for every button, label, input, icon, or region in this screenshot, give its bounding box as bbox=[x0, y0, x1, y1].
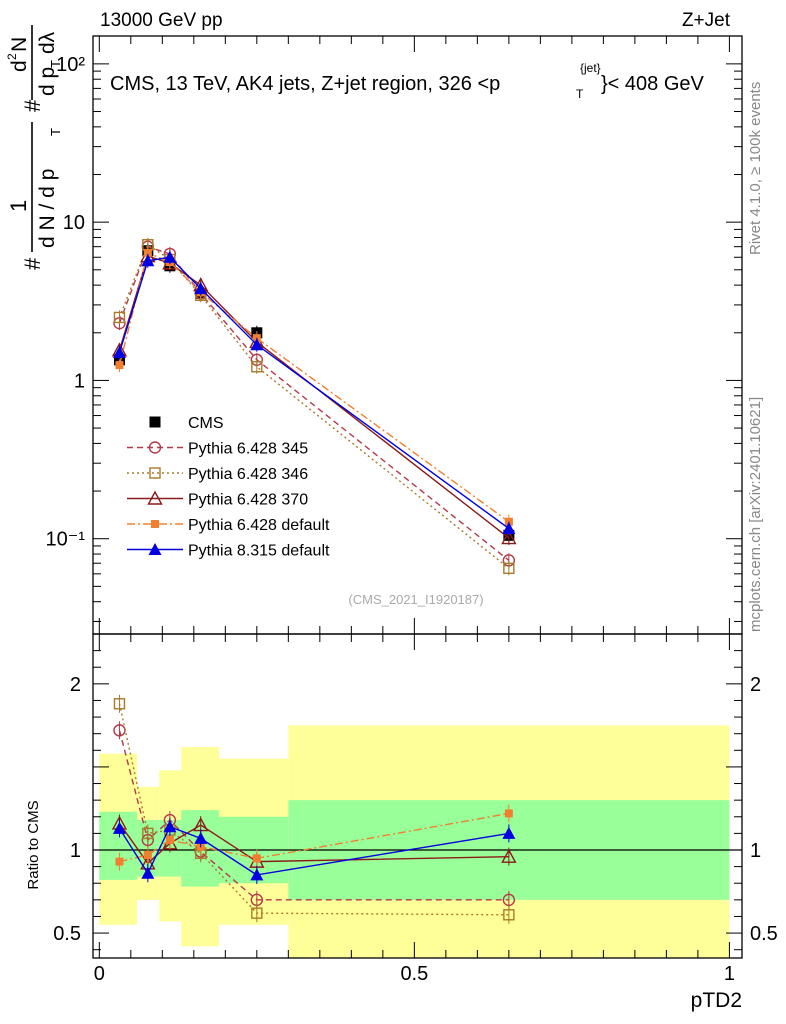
series-line-p370 bbox=[118, 255, 510, 539]
legend-label-cms: CMS bbox=[188, 415, 224, 432]
ylabel-dpt: d p bbox=[36, 67, 59, 96]
ratio-point-p346 bbox=[113, 698, 126, 710]
series-line-p6def bbox=[118, 251, 510, 523]
title-tail: }< 408 GeV bbox=[601, 73, 705, 95]
data-point-p8def bbox=[112, 346, 126, 359]
data-point-p8def bbox=[141, 254, 155, 267]
main-panel-series bbox=[111, 237, 517, 576]
data-point-p6def bbox=[115, 361, 124, 370]
ratio-point-p345 bbox=[502, 893, 516, 907]
ratio-point-p8def bbox=[112, 821, 126, 834]
title-main: CMS, 13 TeV, AK4 jets, Z+jet region, 326… bbox=[110, 73, 500, 95]
axes-frames: 0 0.5 1 10⁻¹ 1 10 10² 0.5 0.5 1 1 2 2 bbox=[46, 35, 778, 985]
band-inner-bin bbox=[99, 811, 138, 880]
ylabel-hash: # bbox=[20, 257, 45, 270]
legend-marker-p346 bbox=[149, 467, 161, 479]
data-point-p8def bbox=[163, 250, 177, 263]
plot-title: CMS, 13 TeV, AK4 jets, Z+jet region, 326… bbox=[110, 61, 705, 101]
legend-marker-p370 bbox=[147, 490, 163, 505]
data-point-p8def bbox=[250, 338, 264, 351]
legend-marker-p8def bbox=[148, 543, 162, 555]
legend: CMS Pythia 6.428 345 Pythia 6.428 346 Pythi… bbox=[127, 415, 330, 560]
ylabel-d2: d bbox=[8, 60, 31, 72]
ratio-y-tick-label-right: 0.5 bbox=[750, 923, 778, 945]
data-point-p370 bbox=[501, 530, 517, 545]
ylabel-two: 2 bbox=[5, 53, 19, 60]
ratio-line-p346 bbox=[118, 703, 509, 916]
header-right: Z+Jet bbox=[682, 10, 731, 31]
ylabel-dlambda: dλ bbox=[36, 31, 59, 54]
header-left: 13000 GeV pp bbox=[100, 10, 223, 31]
main-y-axis-label: # 1 d N / d p T # d 2 N d p T dλ bbox=[5, 25, 63, 270]
ylabel-t: T bbox=[48, 128, 63, 136]
legend-label-p6def: Pythia 6.428 default bbox=[188, 517, 330, 534]
main-y-tick-label: 10 bbox=[63, 212, 85, 234]
legend-label-p8def: Pythia 8.315 default bbox=[188, 543, 330, 560]
ratio-point-p346 bbox=[251, 907, 263, 919]
ratio-y-tick-label: 1 bbox=[70, 840, 81, 862]
ratio-point-p370 bbox=[501, 848, 517, 863]
x-tick-label: 0.5 bbox=[400, 963, 428, 985]
data-point-p346 bbox=[251, 361, 263, 373]
legend-marker-p6def bbox=[151, 520, 159, 528]
ratio-point-p346 bbox=[142, 827, 154, 840]
ylabel-hash2: # bbox=[20, 99, 45, 112]
ratio-point-p6def bbox=[504, 809, 513, 818]
legend-label-p345: Pythia 6.428 345 bbox=[188, 441, 308, 458]
legend-marker-cms bbox=[149, 416, 161, 428]
x-tick-label: 1 bbox=[724, 963, 735, 985]
series-line-p346 bbox=[118, 243, 510, 569]
legend-marker-p345 bbox=[148, 441, 162, 454]
ratio-point-p6def bbox=[115, 857, 124, 866]
ratio-y-tick-label-right: 1 bbox=[750, 840, 761, 862]
rivet-label: Rivet 4.1.0, ≥ 100k events bbox=[747, 82, 764, 255]
mcplots-label: mcplots.cern.ch [arXiv:2401.10621] bbox=[747, 397, 764, 632]
main-y-tick-label: 10⁻¹ bbox=[46, 529, 86, 551]
ratio-point-p8def bbox=[141, 866, 155, 879]
ratio-y-tick-label-right: 2 bbox=[750, 674, 761, 696]
ylabel-one: 1 bbox=[6, 200, 31, 212]
data-point-p346 bbox=[113, 311, 126, 324]
main-y-tick-label: 1 bbox=[74, 370, 85, 392]
ratio-y-tick-label: 2 bbox=[70, 674, 81, 696]
series-line-p345 bbox=[118, 245, 510, 561]
ratio-point-p346 bbox=[503, 909, 515, 921]
ratio-point-p8def bbox=[250, 868, 264, 881]
ratio-y-axis-label: Ratio to CMS bbox=[25, 800, 42, 889]
legend-label-p370: Pythia 6.428 370 bbox=[188, 492, 308, 509]
ratio-line-p370 bbox=[118, 823, 509, 865]
main-y-tick-label: 10² bbox=[56, 54, 85, 76]
ratio-point-p6def bbox=[252, 854, 261, 863]
x-axis-label: pTD2 bbox=[691, 989, 742, 1012]
data-point-p8def bbox=[194, 282, 208, 295]
title-sub: T bbox=[576, 87, 584, 101]
ratio-line-p345 bbox=[118, 730, 509, 901]
data-point-p8def bbox=[502, 522, 516, 535]
title-sup: {jet} bbox=[580, 61, 601, 75]
ylabel-t2: T bbox=[48, 60, 63, 68]
ratio-point-p6def bbox=[165, 836, 174, 845]
ratio-line-p8def bbox=[118, 825, 509, 876]
x-tick-label: 0 bbox=[94, 963, 105, 985]
ylabel-n: N bbox=[8, 37, 31, 52]
data-point-p346 bbox=[503, 562, 515, 575]
ratio-panel-frame bbox=[92, 633, 743, 959]
ratio-point-p8def bbox=[163, 820, 177, 833]
ratio-point-p345 bbox=[113, 724, 126, 737]
series-line-p8def bbox=[118, 256, 510, 530]
legend-label-p346: Pythia 6.428 346 bbox=[188, 466, 308, 483]
ratio-point-p8def bbox=[502, 826, 516, 839]
ratio-line-p6def bbox=[119, 812, 509, 863]
ratio-point-p8def bbox=[194, 831, 208, 844]
ratio-panel-series bbox=[111, 694, 517, 924]
data-point-p6def bbox=[143, 248, 152, 257]
analysis-watermark: (CMS_2021_I1920187) bbox=[348, 592, 483, 607]
ratio-point-p6def bbox=[143, 850, 152, 859]
ylabel-dn: d N / d p bbox=[36, 169, 59, 248]
ratio-y-tick-label: 0.5 bbox=[53, 923, 81, 945]
